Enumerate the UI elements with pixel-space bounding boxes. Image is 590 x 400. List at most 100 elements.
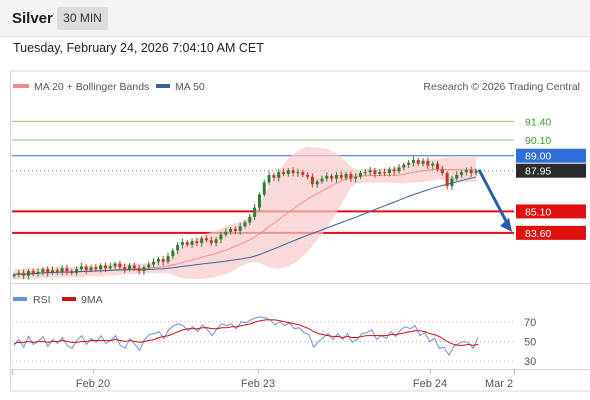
candle-body xyxy=(416,160,420,164)
candle-body xyxy=(282,172,285,174)
candle-body xyxy=(65,268,69,272)
x-label-feb20: Feb 20 xyxy=(76,378,110,390)
candle-body xyxy=(310,176,314,185)
level-tag-bg-4 xyxy=(516,204,586,219)
level-label-4: 85.10 xyxy=(525,206,551,218)
candle-body xyxy=(248,216,252,223)
candle-body xyxy=(147,264,151,268)
level-tag-bg-2 xyxy=(516,148,586,163)
candle-body xyxy=(36,271,40,274)
candle-body xyxy=(392,169,396,172)
candle-body xyxy=(330,175,334,179)
candle-body xyxy=(469,170,473,174)
candle-body xyxy=(26,271,30,276)
rsi-line xyxy=(13,316,479,357)
candle-body xyxy=(238,226,242,231)
candle-body xyxy=(41,269,45,272)
rsi-ma-line xyxy=(13,319,479,346)
candle-body xyxy=(301,172,305,175)
candle-body xyxy=(383,172,387,174)
candle-body xyxy=(161,258,165,262)
candle-body xyxy=(142,267,146,272)
candle-body xyxy=(108,266,112,269)
candle-body xyxy=(257,194,261,208)
candle-body xyxy=(79,266,83,270)
level-label-0: 91.40 xyxy=(525,116,551,128)
candle-body xyxy=(94,267,98,270)
candle-body xyxy=(51,270,54,273)
candle-body xyxy=(156,258,160,262)
candle-body xyxy=(229,229,233,232)
candle-body xyxy=(84,266,88,271)
candle-body xyxy=(296,172,300,174)
x-label-mar2: Mar 2 xyxy=(485,378,513,390)
candle-body xyxy=(455,174,459,179)
candle-body xyxy=(137,268,141,272)
candle-body xyxy=(214,239,218,244)
candle-body xyxy=(70,271,74,273)
candle-body xyxy=(421,160,425,164)
level-tag-bg-3 xyxy=(516,163,586,178)
candle-body xyxy=(180,242,184,245)
candle-body xyxy=(306,174,310,177)
rsi-tick-30: 30 xyxy=(524,356,536,368)
price-level-labels: 91.40 90.10 89.00 87.95 85.10 83.60 xyxy=(516,116,586,240)
candle-body xyxy=(205,238,208,241)
candle-body xyxy=(354,176,358,179)
candle-body xyxy=(411,160,415,163)
rsi-panel: 30 50 70 xyxy=(12,316,536,368)
candle-body xyxy=(166,256,170,262)
candle-body xyxy=(334,174,338,179)
candle-body xyxy=(152,261,156,265)
candle-body xyxy=(387,169,391,174)
candle-body xyxy=(344,173,348,178)
ma50-legend-swatch xyxy=(156,84,170,88)
candle-body xyxy=(219,234,223,240)
candle-body xyxy=(277,172,281,178)
candle-body xyxy=(46,269,50,273)
instrument-title: Silver xyxy=(12,10,53,27)
rsi-tick-50: 50 xyxy=(524,336,536,348)
interval-badge[interactable]: 30 MIN xyxy=(57,7,108,30)
candle-body xyxy=(474,170,478,174)
candle-body xyxy=(431,163,435,166)
candle-body xyxy=(325,175,329,179)
candle-body xyxy=(450,178,454,187)
candle-body xyxy=(320,178,324,182)
credit-label: Research © 2026 Trading Central xyxy=(423,81,580,93)
candle-body xyxy=(373,170,377,174)
bollinger-band xyxy=(14,147,476,280)
level-label-3: 87.95 xyxy=(525,166,551,178)
candle-body xyxy=(31,271,35,274)
candle-body xyxy=(363,172,367,174)
candle-body xyxy=(426,160,430,166)
candle-body xyxy=(60,268,64,272)
candle-body xyxy=(200,238,204,244)
candle-body xyxy=(12,274,16,277)
candle-body xyxy=(460,172,464,175)
candle-body xyxy=(286,170,290,174)
candle-body xyxy=(402,164,406,168)
candle-body xyxy=(378,172,382,174)
level-tag-bg-5 xyxy=(516,225,586,240)
candle-body xyxy=(397,167,401,172)
level-label-5: 83.60 xyxy=(525,228,551,240)
candle-body xyxy=(171,250,175,257)
candle-body xyxy=(440,169,444,174)
candle-body xyxy=(89,267,93,271)
level-label-2: 89.00 xyxy=(525,151,551,163)
candle-body xyxy=(113,263,117,267)
candle-body xyxy=(339,174,343,178)
candle-body xyxy=(17,272,21,275)
candle-body xyxy=(128,265,131,270)
candle-body xyxy=(436,163,439,170)
candle-body xyxy=(315,181,319,185)
candle-body xyxy=(209,240,213,244)
rsi-legend-label: RSI xyxy=(33,294,51,306)
candle-body xyxy=(253,207,257,217)
candle-body xyxy=(243,222,247,227)
chart-header: Silver 30 MIN xyxy=(0,0,590,37)
candle-body xyxy=(103,265,107,269)
candle-body xyxy=(195,241,199,244)
candle-body xyxy=(272,174,276,178)
